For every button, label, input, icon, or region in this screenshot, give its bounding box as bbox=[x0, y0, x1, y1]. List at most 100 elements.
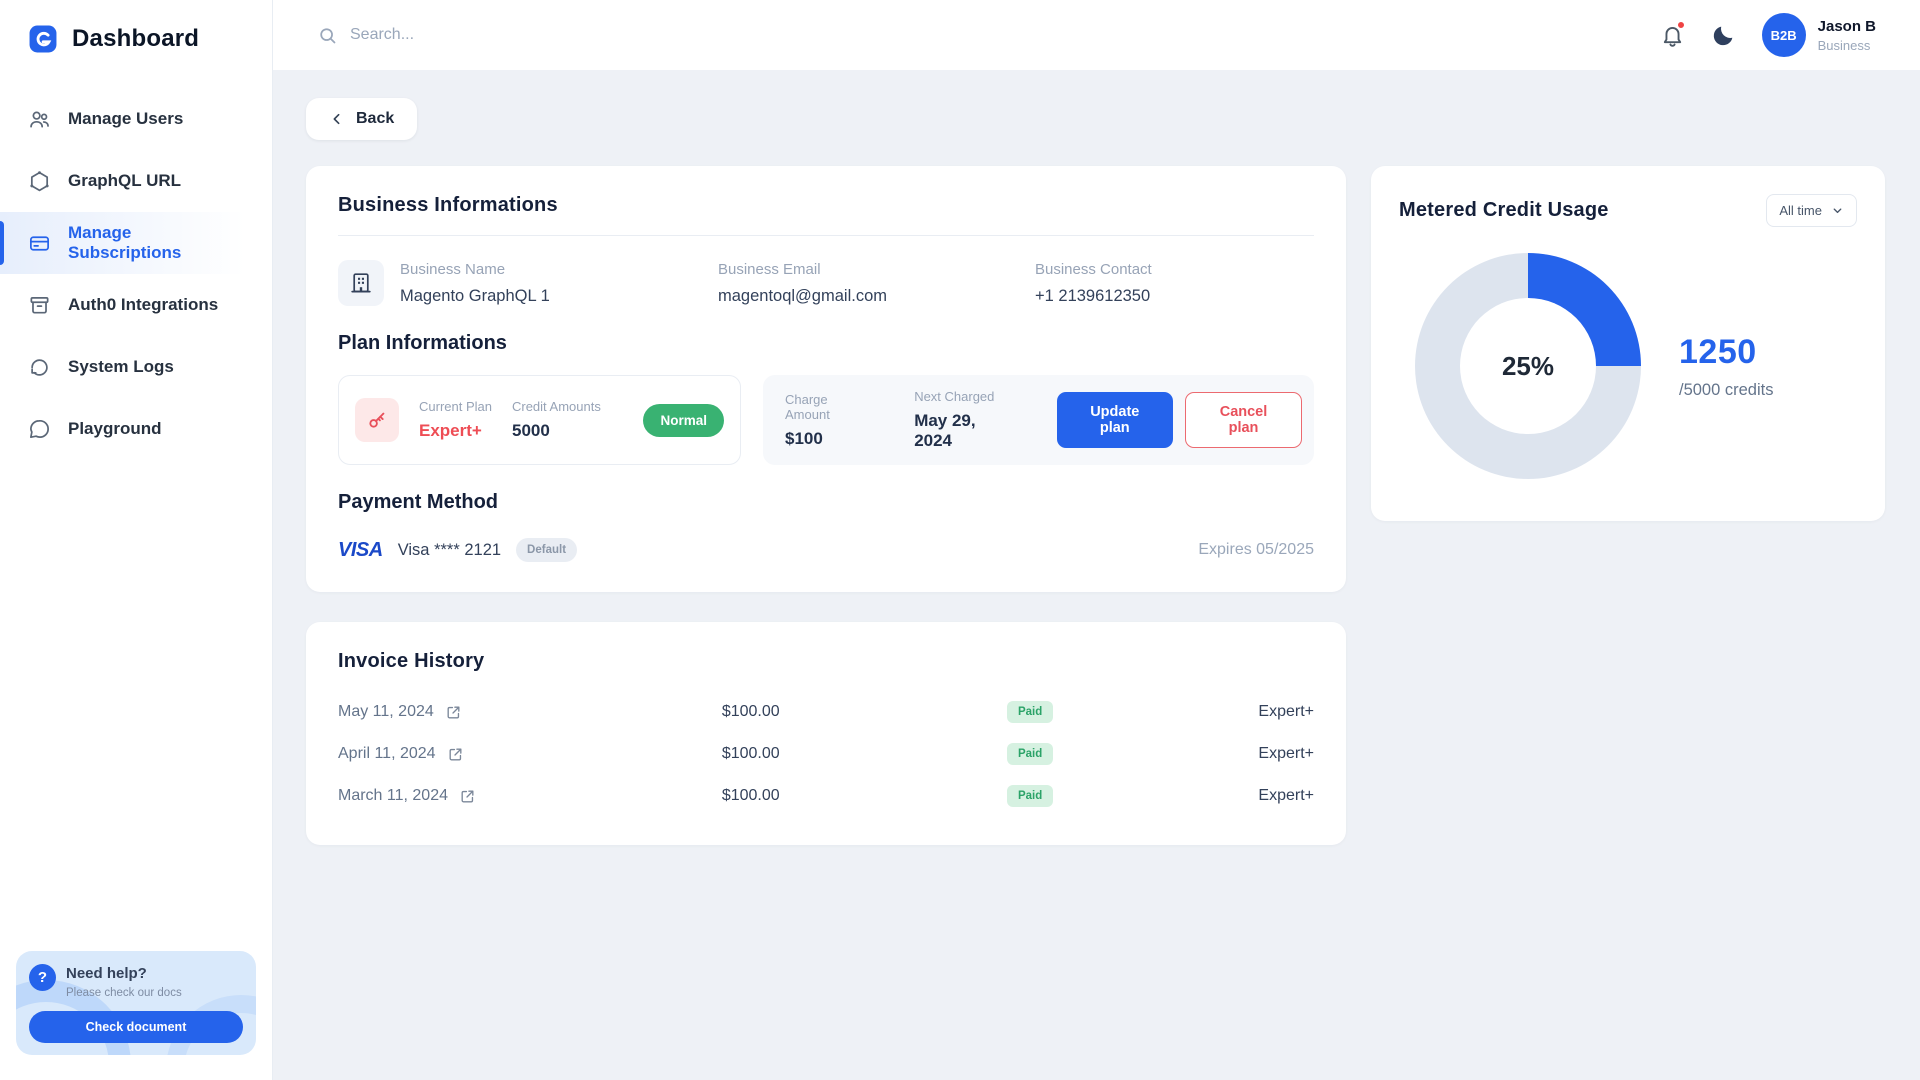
integrations-icon bbox=[28, 294, 51, 317]
back-label: Back bbox=[356, 110, 395, 127]
chevron-left-icon bbox=[329, 111, 345, 127]
invoice-row: May 11, 2024 $100.00 Paid Expert+ bbox=[338, 691, 1314, 733]
invoice-date: March 11, 2024 bbox=[338, 787, 448, 804]
field-label: Business Contact bbox=[1035, 260, 1152, 278]
credit-usage-title: Metered Credit Usage bbox=[1399, 199, 1609, 221]
credit-amounts-label: Credit Amounts bbox=[511, 399, 601, 414]
time-filter-dropdown[interactable]: All time bbox=[1766, 194, 1857, 227]
sidebar-item-manage-subscriptions[interactable]: Manage Subscriptions bbox=[0, 212, 272, 274]
chat-bubble-icon bbox=[28, 418, 51, 441]
sidebar-item-manage-users[interactable]: Manage Users bbox=[0, 88, 272, 150]
invoice-plan: Expert+ bbox=[1258, 703, 1314, 720]
plan-info-title: Plan Informations bbox=[338, 332, 507, 354]
invoice-amount: $100.00 bbox=[721, 787, 780, 804]
sidebar-nav: Manage Users GraphQL URL Manage Subs bbox=[0, 88, 272, 460]
current-plan-label: Current Plan bbox=[419, 399, 492, 414]
sidebar-item-label: Auth0 Integrations bbox=[68, 295, 219, 314]
charge-amount: Charge Amount $100 bbox=[785, 392, 872, 449]
invoice-history-title: Invoice History bbox=[338, 650, 485, 672]
app-logo: Dashboard bbox=[0, 0, 272, 74]
history-icon bbox=[28, 356, 51, 379]
plan-status-badge: Normal bbox=[643, 403, 724, 437]
field-value: Magento GraphQL 1 bbox=[400, 286, 550, 305]
invoice-row: April 11, 2024 $100.00 Paid Expert+ bbox=[338, 733, 1314, 775]
credit-card-icon bbox=[28, 232, 51, 255]
invoice-plan: Expert+ bbox=[1258, 787, 1314, 804]
sidebar-item-label: GraphQL URL bbox=[68, 171, 182, 190]
charge-box: Charge Amount $100 Next Charged May 29, … bbox=[763, 375, 1314, 465]
sidebar-item-label: Playground bbox=[68, 419, 162, 438]
divider bbox=[338, 235, 1314, 236]
back-button[interactable]: Back bbox=[306, 98, 418, 140]
card-number: Visa **** 2121 bbox=[397, 540, 502, 559]
credits-used-value: 1250 bbox=[1679, 332, 1757, 371]
next-charged-value: May 29, 2024 bbox=[914, 411, 976, 450]
invoice-date-link[interactable]: May 11, 2024 bbox=[338, 703, 722, 721]
question-icon: ? bbox=[29, 964, 56, 991]
external-link-icon bbox=[445, 704, 462, 721]
field-value: magentoql@gmail.com bbox=[718, 286, 887, 305]
avatar: B2B bbox=[1761, 13, 1806, 57]
payment-method-row: VISA Visa **** 2121 Default Expires 05/2… bbox=[338, 538, 1314, 564]
sidebar-item-system-logs[interactable]: System Logs bbox=[0, 336, 272, 398]
invoice-status-badge: Paid bbox=[1006, 701, 1054, 723]
invoice-history-card: Invoice History May 11, 2024 bbox=[306, 622, 1346, 845]
user-name: Jason B bbox=[1817, 17, 1876, 35]
invoice-date-link[interactable]: March 11, 2024 bbox=[338, 787, 722, 805]
invoice-date: May 11, 2024 bbox=[338, 703, 434, 720]
help-title: Need help? bbox=[66, 965, 147, 982]
external-link-icon bbox=[447, 746, 464, 763]
field-label: Business Email bbox=[718, 260, 821, 278]
business-email-field: Business Email magentoql@gmail.com bbox=[718, 261, 1035, 306]
business-info-card: Business Informations Business Name Ma bbox=[306, 166, 1346, 592]
sidebar-item-label: Manage Users bbox=[68, 109, 184, 128]
app-title: Dashboard bbox=[72, 25, 200, 52]
field-value: +1 2139612350 bbox=[1035, 286, 1151, 305]
business-name-field: Business Name Magento GraphQL 1 bbox=[400, 261, 718, 306]
sidebar-item-label: Manage Subscriptions bbox=[68, 223, 182, 262]
search-input[interactable] bbox=[350, 26, 780, 44]
sidebar: Dashboard Manage Users GraphQL URL bbox=[0, 0, 273, 1080]
sidebar-item-auth0-integrations[interactable]: Auth0 Integrations bbox=[0, 274, 272, 336]
sidebar-item-graphql-url[interactable]: GraphQL URL bbox=[0, 150, 272, 212]
app-logo-icon bbox=[26, 22, 60, 56]
theme-toggle-button[interactable] bbox=[1711, 22, 1738, 49]
next-charged-label: Next Charged bbox=[914, 389, 995, 404]
search-bar bbox=[317, 25, 780, 46]
cancel-plan-button[interactable]: Cancel plan bbox=[1185, 392, 1302, 448]
invoice-amount: $100.00 bbox=[721, 703, 780, 720]
current-plan: Current Plan Expert+ bbox=[419, 399, 492, 441]
graphql-icon bbox=[28, 170, 51, 193]
user-role: Business bbox=[1817, 37, 1871, 53]
current-plan-box: Current Plan Expert+ Credit Amounts 5000… bbox=[338, 375, 741, 465]
search-icon bbox=[317, 25, 338, 46]
payment-method-title: Payment Method bbox=[338, 491, 499, 513]
notification-dot bbox=[1676, 20, 1685, 29]
credits-total-value: /5000 credits bbox=[1679, 380, 1774, 399]
help-subtitle: Please check our docs bbox=[66, 987, 182, 999]
invoice-status-badge: Paid bbox=[1006, 743, 1054, 765]
check-document-button[interactable]: Check document bbox=[29, 1011, 243, 1043]
visa-logo: VISA bbox=[338, 538, 383, 561]
update-plan-button[interactable]: Update plan bbox=[1056, 392, 1174, 448]
notifications-button[interactable] bbox=[1660, 20, 1687, 49]
main-content: Back Business Informations bbox=[273, 0, 1920, 845]
building-icon bbox=[338, 260, 384, 306]
invoice-date-link[interactable]: April 11, 2024 bbox=[338, 745, 722, 763]
invoice-status-badge: Paid bbox=[1006, 785, 1054, 807]
help-card: ? Need help? Please check our docs Check… bbox=[16, 951, 256, 1055]
invoice-amount: $100.00 bbox=[721, 745, 780, 762]
credit-amounts-value: 5000 bbox=[511, 421, 550, 440]
business-info-title: Business Informations bbox=[338, 194, 558, 216]
sidebar-item-playground[interactable]: Playground bbox=[0, 398, 272, 460]
bell-icon bbox=[1660, 23, 1687, 48]
chevron-down-icon bbox=[1831, 204, 1844, 217]
invoice-row: March 11, 2024 $100.00 Paid Expert+ bbox=[338, 775, 1314, 817]
next-charged: Next Charged May 29, 2024 bbox=[914, 389, 1014, 451]
credit-usage-percent: 25% bbox=[1501, 350, 1555, 381]
topbar: B2B Jason B Business bbox=[273, 0, 1920, 71]
user-menu[interactable]: B2B Jason B Business bbox=[1761, 13, 1876, 57]
invoice-plan: Expert+ bbox=[1258, 745, 1314, 762]
users-icon bbox=[28, 108, 51, 131]
invoice-date: April 11, 2024 bbox=[338, 745, 436, 762]
